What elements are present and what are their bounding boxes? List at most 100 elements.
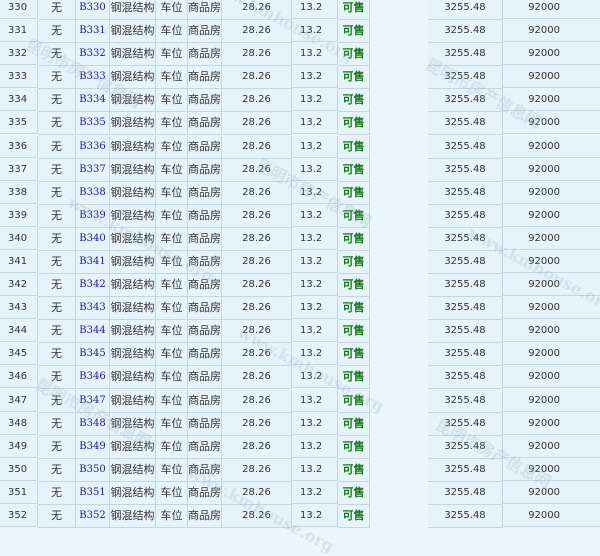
- area-cell: 28.26: [222, 250, 292, 274]
- unit-link[interactable]: B339: [76, 204, 110, 228]
- structure-cell: 钢混结构: [110, 274, 156, 298]
- floor-cell: 无: [38, 89, 76, 113]
- use-cell: 车位: [156, 412, 188, 436]
- unit-link[interactable]: B331: [76, 20, 110, 44]
- unit-price-cell: 3255.48: [428, 158, 503, 182]
- structure-cell: 钢混结构: [110, 43, 156, 67]
- unit-link[interactable]: B344: [76, 320, 110, 344]
- total-price-cell: 92000: [503, 204, 600, 227]
- area-cell: 28.26: [222, 458, 292, 482]
- house-type-cell: 商品房: [188, 204, 222, 228]
- house-type-cell: 商品房: [188, 135, 222, 159]
- house-type-cell: 商品房: [188, 366, 222, 390]
- house-type-cell: 商品房: [188, 43, 222, 67]
- house-type-cell: 商品房: [188, 343, 222, 367]
- area-cell: 28.26: [222, 481, 292, 505]
- floor-cell: 无: [38, 458, 76, 482]
- total-price-cell: 92000: [503, 181, 600, 204]
- unit-link[interactable]: B338: [76, 181, 110, 205]
- structure-cell: 钢混结构: [110, 135, 156, 159]
- unit-link[interactable]: B347: [76, 389, 110, 413]
- row-number: 346: [0, 366, 38, 389]
- table-row: 337 无 B337 钢混结构 车位 商品房 28.26 13.2 可售 3255.48 92000: [0, 158, 600, 182]
- row-number: 350: [0, 458, 38, 481]
- unit-link[interactable]: B342: [76, 274, 110, 298]
- area-cell: 28.26: [222, 0, 292, 20]
- table-row: 351 无 B351 钢混结构 车位 商品房 28.26 13.2 可售 3255.48 92000: [0, 481, 600, 505]
- table-row: 336 无 B336 钢混结构 车位 商品房 28.26 13.2 可售 3255.48 92000: [0, 135, 600, 159]
- area-cell: 28.26: [222, 343, 292, 367]
- inner-area-cell: 13.2: [292, 412, 338, 435]
- house-type-cell: 商品房: [188, 481, 222, 505]
- unit-link[interactable]: B336: [76, 135, 110, 159]
- unit-link[interactable]: B346: [76, 366, 110, 390]
- row-number: 349: [0, 435, 38, 458]
- house-type-cell: 商品房: [188, 20, 222, 44]
- use-cell: 车位: [156, 504, 188, 528]
- area-cell: 28.26: [222, 43, 292, 67]
- unit-link[interactable]: B351: [76, 481, 110, 505]
- area-cell: 28.26: [222, 158, 292, 182]
- inner-area-cell: 13.2: [292, 89, 338, 112]
- unit-link[interactable]: B333: [76, 66, 110, 90]
- area-cell: 28.26: [222, 112, 292, 136]
- unit-link[interactable]: B345: [76, 343, 110, 367]
- row-number: 330: [0, 0, 38, 19]
- total-price-cell: 92000: [503, 412, 600, 435]
- inner-area-cell: 13.2: [292, 66, 338, 89]
- inner-area-cell: 13.2: [292, 458, 338, 481]
- status-cell: 可售: [338, 458, 370, 482]
- structure-cell: 钢混结构: [110, 320, 156, 344]
- status-cell: 可售: [338, 320, 370, 344]
- unit-link[interactable]: B343: [76, 297, 110, 321]
- unit-link[interactable]: B348: [76, 412, 110, 436]
- house-type-cell: 商品房: [188, 0, 222, 20]
- status-cell: 可售: [338, 89, 370, 113]
- house-type-cell: 商品房: [188, 66, 222, 90]
- structure-cell: 钢混结构: [110, 366, 156, 390]
- unit-link[interactable]: B332: [76, 43, 110, 67]
- unit-link[interactable]: B352: [76, 504, 110, 528]
- area-cell: 28.26: [222, 504, 292, 528]
- status-cell: 可售: [338, 343, 370, 367]
- inner-area-cell: 13.2: [292, 20, 338, 43]
- unit-link[interactable]: B330: [76, 0, 110, 20]
- unit-price-cell: 3255.48: [428, 43, 503, 67]
- use-cell: 车位: [156, 181, 188, 205]
- unit-link[interactable]: B340: [76, 227, 110, 251]
- use-cell: 车位: [156, 343, 188, 367]
- structure-cell: 钢混结构: [110, 297, 156, 321]
- area-cell: 28.26: [222, 297, 292, 321]
- area-cell: 28.26: [222, 204, 292, 228]
- floor-cell: 无: [38, 135, 76, 159]
- floor-cell: 无: [38, 389, 76, 413]
- unit-link[interactable]: B337: [76, 158, 110, 182]
- structure-cell: 钢混结构: [110, 0, 156, 20]
- row-number: 345: [0, 343, 38, 366]
- table-row: 348 无 B348 钢混结构 车位 商品房 28.26 13.2 可售 3255.48 92000: [0, 412, 600, 436]
- unit-link[interactable]: B335: [76, 112, 110, 136]
- unit-link[interactable]: B334: [76, 89, 110, 113]
- row-number: 340: [0, 227, 38, 250]
- area-cell: 28.26: [222, 20, 292, 44]
- table-row: 343 无 B343 钢混结构 车位 商品房 28.26 13.2 可售 3255.48 92000: [0, 297, 600, 321]
- area-cell: 28.26: [222, 366, 292, 390]
- total-price-cell: 92000: [503, 504, 600, 527]
- floor-cell: 无: [38, 0, 76, 20]
- unit-link[interactable]: B341: [76, 250, 110, 274]
- structure-cell: 钢混结构: [110, 204, 156, 228]
- total-price-cell: 92000: [503, 158, 600, 181]
- row-number: 336: [0, 135, 38, 158]
- unit-price-cell: 3255.48: [428, 250, 503, 274]
- unit-price-cell: 3255.48: [428, 366, 503, 390]
- total-price-cell: 92000: [503, 43, 600, 66]
- floor-cell: 无: [38, 412, 76, 436]
- structure-cell: 钢混结构: [110, 89, 156, 113]
- table-row: 347 无 B347 钢混结构 车位 商品房 28.26 13.2 可售 3255.48 92000: [0, 389, 600, 413]
- use-cell: 车位: [156, 135, 188, 159]
- row-number: 335: [0, 112, 38, 135]
- unit-link[interactable]: B350: [76, 458, 110, 482]
- table-row: 339 无 B339 钢混结构 车位 商品房 28.26 13.2 可售 3255.48 92000: [0, 204, 600, 228]
- floor-cell: 无: [38, 366, 76, 390]
- unit-link[interactable]: B349: [76, 435, 110, 459]
